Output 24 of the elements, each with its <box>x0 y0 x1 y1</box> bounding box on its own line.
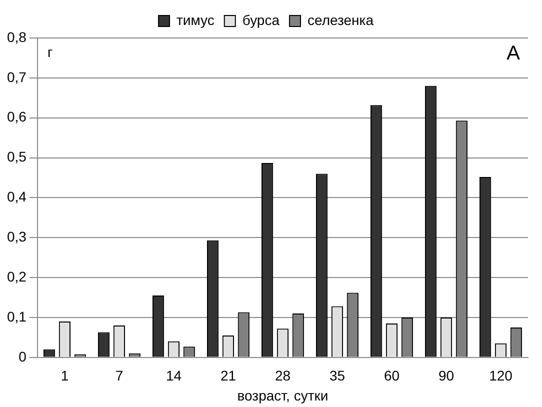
y-tick-label: 0,1 <box>6 308 27 324</box>
annotation: А <box>506 42 521 65</box>
y-tick-label: 0 <box>18 348 27 364</box>
x-tick-label: 120 <box>489 368 513 384</box>
y-tick-label: 0,6 <box>6 108 27 125</box>
x-tick-label: 35 <box>329 368 346 384</box>
x-tick-label: 60 <box>384 368 400 384</box>
y-tick-label: 0,4 <box>6 188 27 205</box>
x-tick-label: 7 <box>115 368 124 384</box>
y-tick-label: 0,2 <box>6 268 27 284</box>
x-tick-label: 28 <box>274 368 291 384</box>
y-tick-label: 0,3 <box>6 228 27 244</box>
x-tick-label: 90 <box>438 368 454 384</box>
y-tick-label: 0,8 <box>6 28 27 45</box>
y-tick-label: 0,7 <box>6 68 27 85</box>
y-tick-label: 0,5 <box>6 148 27 165</box>
x-axis-title: возраст, сутки <box>237 387 328 404</box>
legend-label: бурса <box>242 12 280 28</box>
x-tick-label: 21 <box>220 368 236 384</box>
annotation: г <box>47 44 53 60</box>
legend-label: тимус <box>176 12 214 28</box>
x-tick-label: 14 <box>166 368 182 384</box>
legend-label: селезенка <box>308 12 374 28</box>
x-tick-label: 1 <box>60 368 69 384</box>
